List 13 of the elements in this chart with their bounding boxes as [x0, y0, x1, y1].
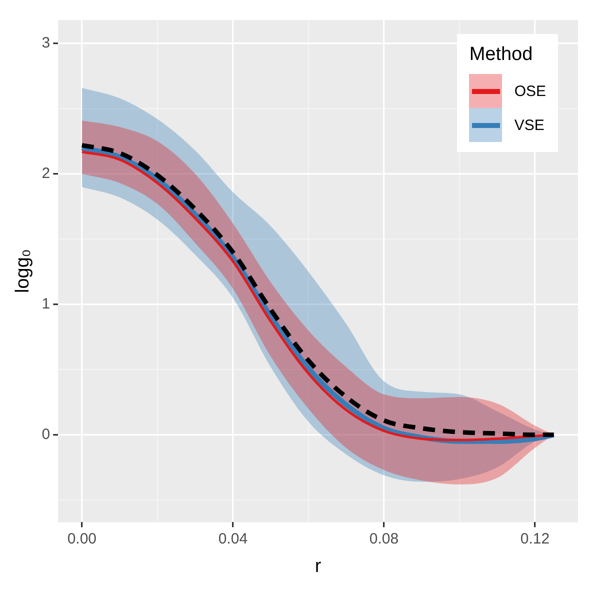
- x-tick-label: 0.04: [218, 530, 248, 548]
- y-tick-label: 2: [42, 165, 50, 182]
- x-tick-label: 0.12: [520, 530, 550, 548]
- legend-label: OSE: [514, 82, 546, 100]
- y-tick-label: 0: [42, 426, 50, 443]
- x-axis-title: r: [314, 556, 322, 577]
- x-tick-label: 0.08: [369, 530, 399, 548]
- y-tick-label: 1: [42, 296, 50, 313]
- y-tick-label: 3: [42, 34, 50, 52]
- y-axis-title: logg₀: [12, 249, 34, 294]
- legend-title: Method: [469, 44, 534, 66]
- legend-label: VSE: [514, 116, 544, 134]
- x-tick-label: 0.00: [67, 530, 97, 548]
